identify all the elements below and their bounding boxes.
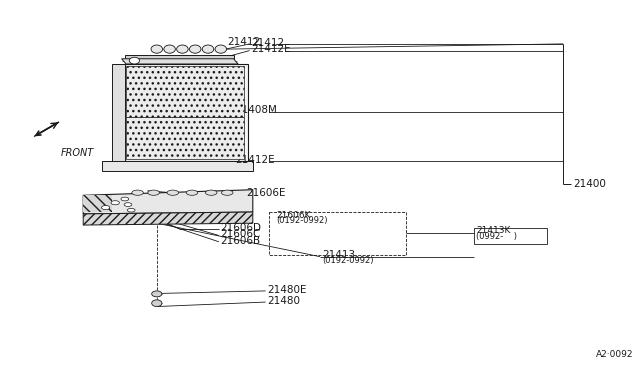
Polygon shape: [122, 59, 238, 64]
Text: 21412E: 21412E: [235, 155, 275, 165]
Ellipse shape: [186, 190, 198, 195]
Polygon shape: [83, 212, 253, 225]
Polygon shape: [125, 55, 234, 59]
Ellipse shape: [215, 45, 227, 53]
Text: 21413: 21413: [323, 250, 356, 260]
Ellipse shape: [202, 45, 214, 53]
Bar: [102, 161, 253, 171]
Ellipse shape: [167, 190, 179, 195]
Text: (0192-0992): (0192-0992): [276, 216, 328, 225]
Ellipse shape: [129, 57, 140, 64]
Text: 21412: 21412: [251, 38, 284, 48]
Ellipse shape: [132, 190, 143, 195]
Ellipse shape: [151, 45, 163, 53]
Text: 21606D: 21606D: [220, 223, 261, 232]
Text: FRONT: FRONT: [61, 148, 94, 158]
Text: 21606K: 21606K: [276, 211, 311, 219]
Text: 21606C: 21606C: [220, 230, 260, 239]
Bar: [123, 64, 248, 161]
Ellipse shape: [124, 203, 132, 206]
Bar: [112, 64, 125, 161]
Ellipse shape: [164, 45, 175, 53]
Polygon shape: [83, 190, 253, 214]
Ellipse shape: [205, 190, 217, 195]
Ellipse shape: [121, 197, 129, 201]
Ellipse shape: [102, 205, 110, 210]
Ellipse shape: [127, 208, 135, 212]
Ellipse shape: [189, 45, 201, 53]
Text: 21606E: 21606E: [246, 188, 285, 198]
Ellipse shape: [152, 291, 162, 297]
Text: 21408M: 21408M: [235, 106, 276, 115]
Text: 21480: 21480: [268, 296, 301, 305]
Text: 21480E: 21480E: [268, 285, 307, 295]
Bar: [126, 117, 244, 159]
Text: (0992-    ): (0992- ): [476, 232, 517, 241]
Ellipse shape: [148, 190, 159, 195]
Text: (0192-0992): (0192-0992): [323, 256, 374, 265]
Text: 21606B: 21606B: [220, 236, 260, 246]
Text: 21400: 21400: [573, 179, 605, 189]
Text: 21413K: 21413K: [476, 226, 511, 235]
Bar: [83, 195, 112, 212]
Ellipse shape: [177, 45, 188, 53]
Bar: [474, 228, 547, 244]
Bar: [126, 66, 244, 117]
Text: 21412E: 21412E: [251, 45, 291, 54]
Text: 21412: 21412: [227, 37, 260, 46]
Text: A2·0092: A2·0092: [596, 350, 634, 359]
Bar: [269, 212, 406, 255]
Ellipse shape: [221, 190, 233, 195]
Ellipse shape: [111, 201, 119, 205]
Ellipse shape: [152, 300, 162, 307]
